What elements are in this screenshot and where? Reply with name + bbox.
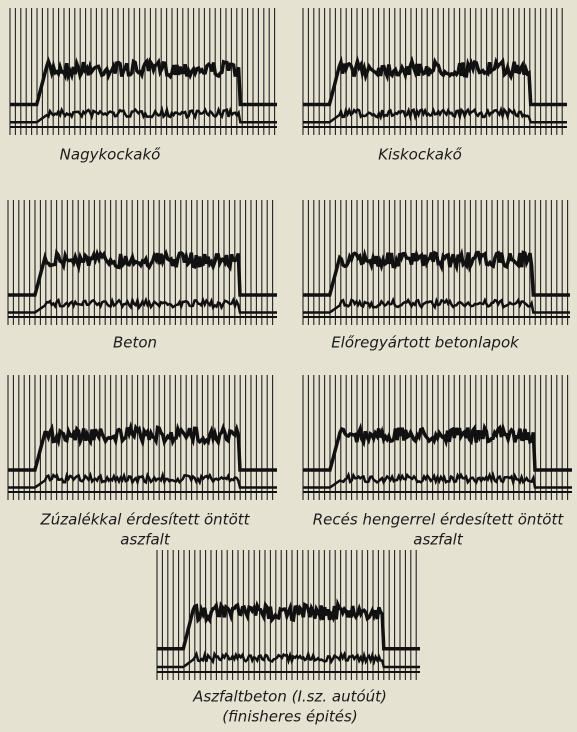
figure: Nagykockakő Kiskockakő Beton Előregyártott … (0, 0, 577, 732)
caption: Nagykockakő (60, 146, 161, 164)
caption: Előregyártott betonlapok (331, 334, 520, 352)
caption: Kiskockakő (378, 146, 462, 164)
caption: Recés hengerrel érdesített öntött (313, 511, 565, 529)
caption: Aszfaltbeton (I.sz. autóút) (192, 688, 387, 706)
page: Nagykockakő Kiskockakő Beton Előregyártott … (0, 0, 577, 732)
caption: aszfalt (413, 531, 464, 549)
caption: Zúzalékkal érdesített öntött (39, 511, 250, 529)
caption: aszfalt (120, 531, 171, 549)
caption: Beton (113, 334, 157, 352)
caption: (finisheres épités) (222, 708, 357, 726)
